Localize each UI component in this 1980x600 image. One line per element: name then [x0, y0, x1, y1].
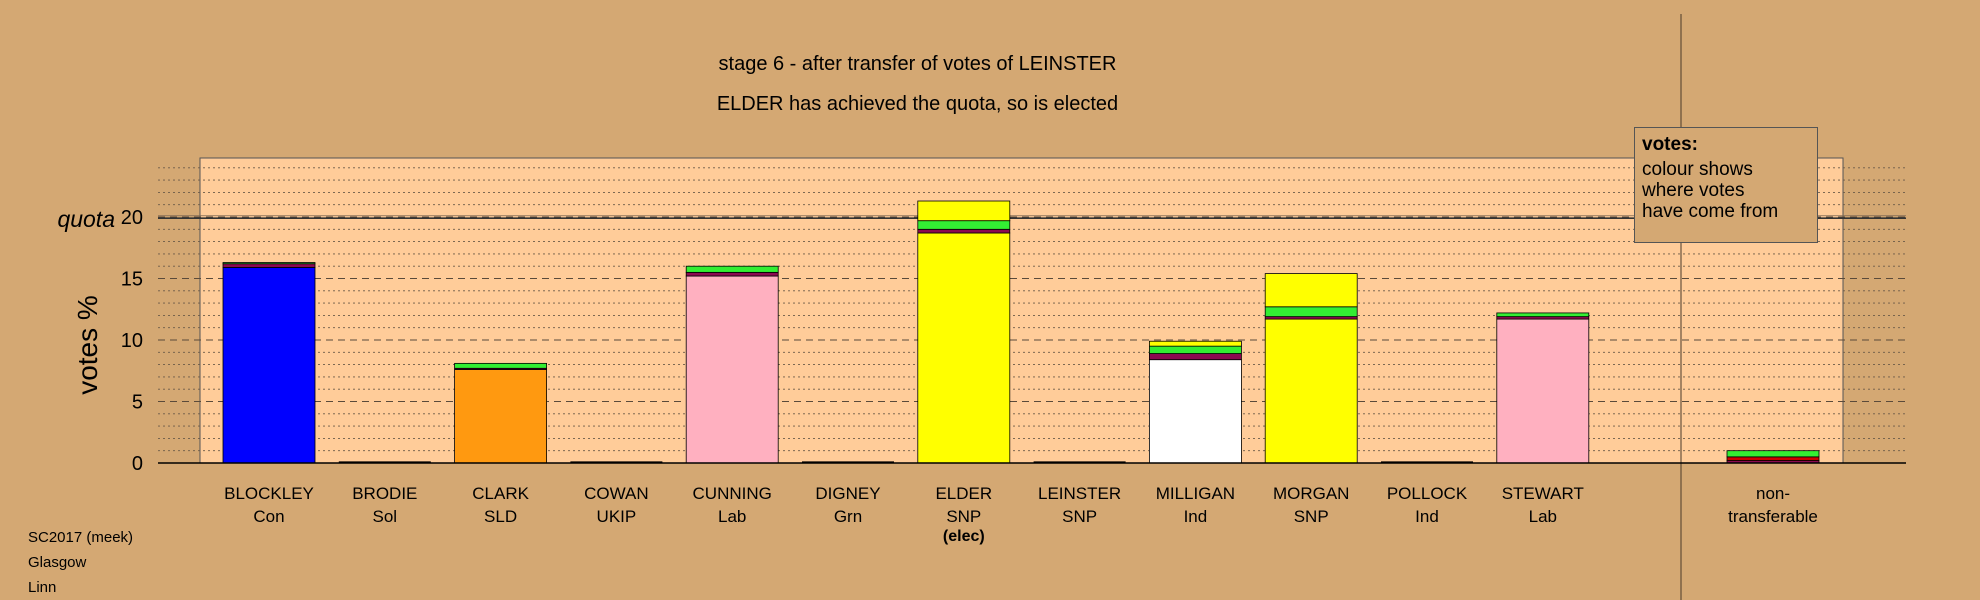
bar-morgan-segment: [1264, 306, 1358, 318]
y-tick-label: 20: [121, 207, 143, 229]
x-label-name: MILLIGAN: [1156, 484, 1235, 503]
bar-clark-segment: [454, 369, 548, 464]
x-label-party: UKIP: [597, 507, 637, 526]
x-label-party: SNP: [1062, 507, 1097, 526]
x-label-party: Sol: [373, 507, 398, 526]
y-tick-label: 10: [121, 330, 143, 352]
bar-blockley-segment: [222, 262, 316, 265]
y-tick-label: 5: [132, 392, 143, 414]
x-label-name: CLARK: [472, 484, 529, 503]
x-label-name: COWAN: [584, 484, 649, 503]
chart-title-line-2: ELDER has achieved the quota, so is elec…: [716, 93, 1119, 115]
x-label-name: BRODIE: [352, 484, 417, 503]
bar-milligan-segment: [1149, 353, 1242, 361]
x-label-nontransferable-1: non-: [1756, 484, 1790, 503]
bar-nontransferable-segment: [1726, 450, 1820, 458]
x-label-name: CUNNING: [693, 484, 772, 503]
legend-line-2: where votes: [1642, 180, 1745, 201]
footer-line-3: Linn: [28, 579, 57, 596]
x-label-party: Grn: [834, 507, 862, 526]
quota-label: quota: [57, 206, 115, 232]
y-tick-label: 15: [121, 269, 143, 291]
bar-stewart-segment: [1496, 318, 1590, 464]
labels-layer: BLOCKLEY Con BRODIE Sol CLARK SLD COWAN UKIP CUN…: [57, 206, 1817, 545]
bar-elder-segment: [917, 228, 1011, 234]
x-label-party: Ind: [1415, 507, 1439, 526]
chart-title-line-1: stage 6 - after transfer of votes of LEI…: [718, 53, 1117, 75]
x-label-name: ELDER: [935, 484, 992, 503]
bar-milligan-segment: [1149, 359, 1242, 464]
plot-background: [199, 157, 1844, 464]
x-label-party: SNP: [1294, 507, 1329, 526]
x-label-name: STEWART: [1502, 484, 1584, 503]
bar-blockley-segment: [222, 267, 316, 464]
x-label-name: BLOCKLEY: [224, 484, 314, 503]
legend-title: votes:: [1642, 134, 1698, 155]
legend-box: votes: colour shows where votes have com…: [1634, 127, 1818, 243]
bar-morgan-segment: [1264, 318, 1358, 464]
bar-stewart-segment: [1496, 312, 1590, 318]
bar-cunning-segment: [685, 265, 779, 273]
x-label-note: (elec): [943, 528, 985, 545]
bar-milligan-segment: [1149, 345, 1242, 354]
x-label-name: LEINSTER: [1038, 484, 1121, 503]
bar-cunning-segment: [685, 271, 779, 277]
bar-cunning-segment: [685, 275, 779, 464]
legend-line-3: have come from: [1642, 201, 1779, 222]
bar-elder-segment: [917, 220, 1011, 230]
axis-layer: [158, 14, 1906, 600]
y-tick-label: 0: [132, 453, 143, 475]
x-label-party: SLD: [484, 507, 517, 526]
x-label-name: MORGAN: [1273, 484, 1350, 503]
bar-elder-segment: [917, 200, 1011, 222]
footer-line-1: SC2017 (meek): [28, 529, 134, 546]
x-label-name: DIGNEY: [815, 484, 880, 503]
x-label-party: Lab: [1529, 507, 1557, 526]
bar-elder-segment: [917, 232, 1011, 464]
x-label-party: Con: [253, 507, 284, 526]
bar-blockley-segment: [222, 263, 316, 268]
bars-layer: [222, 200, 1820, 464]
bar-morgan-segment: [1264, 273, 1358, 308]
y-axis-label: votes %: [72, 295, 103, 395]
x-label-party: Ind: [1184, 507, 1208, 526]
x-label-party: Lab: [718, 507, 746, 526]
footer-line-2: Glasgow: [28, 554, 87, 571]
bar-nontransferable-segment: [1726, 456, 1820, 461]
bar-clark-segment: [454, 362, 548, 369]
x-label-nontransferable-2: transferable: [1728, 507, 1818, 526]
bar-milligan-segment: [1149, 340, 1242, 347]
x-label-name: POLLOCK: [1387, 484, 1468, 503]
legend-line-1: colour shows: [1642, 159, 1753, 180]
x-label-party: SNP: [946, 507, 981, 526]
